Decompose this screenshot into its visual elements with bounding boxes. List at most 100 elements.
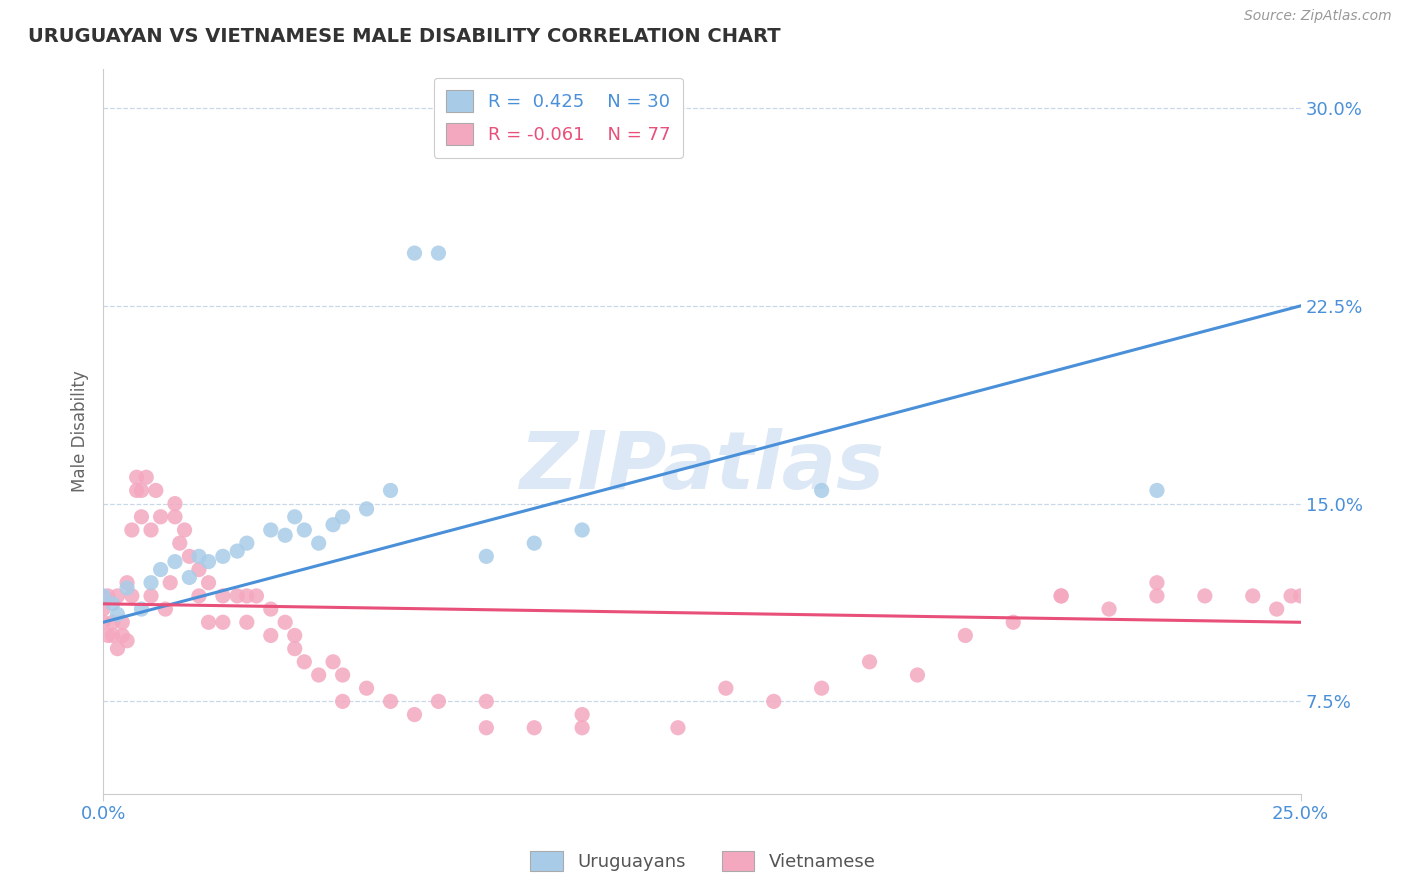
Point [187, 562, 209, 576]
Point [173, 523, 195, 537]
Point [523, 721, 546, 735]
Point [284, 628, 307, 642]
Legend: Uruguayans, Vietnamese: Uruguayans, Vietnamese [523, 844, 883, 879]
Point [115, 575, 138, 590]
Point [131, 602, 153, 616]
Point [139, 523, 162, 537]
Point [187, 549, 209, 564]
Point [212, 615, 235, 630]
Point [197, 555, 219, 569]
Point [1050, 589, 1073, 603]
Point [159, 575, 181, 590]
Point [274, 615, 297, 630]
Point [187, 589, 209, 603]
Point [810, 483, 832, 498]
Point [179, 549, 201, 564]
Point [149, 562, 172, 576]
Point [97, 628, 120, 642]
Point [111, 628, 134, 642]
Point [197, 575, 219, 590]
Y-axis label: Male Disability: Male Disability [72, 370, 89, 492]
Point [107, 589, 129, 603]
Point [714, 681, 737, 696]
Point [197, 615, 219, 630]
Point [155, 602, 177, 616]
Point [149, 509, 172, 524]
Point [356, 681, 378, 696]
Point [236, 615, 259, 630]
Point [121, 589, 143, 603]
Point [1265, 602, 1288, 616]
Point [427, 246, 450, 260]
Point [163, 555, 186, 569]
Point [226, 544, 249, 558]
Point [810, 681, 832, 696]
Point [1098, 602, 1121, 616]
Point [666, 721, 689, 735]
Point [260, 523, 283, 537]
Point [332, 509, 354, 524]
Point [955, 628, 977, 642]
Point [284, 509, 307, 524]
Point [475, 549, 498, 564]
Point [245, 589, 267, 603]
Point [308, 536, 330, 550]
Point [1241, 589, 1264, 603]
Legend: R =  0.425    N = 30, R = -0.061    N = 77: R = 0.425 N = 30, R = -0.061 N = 77 [433, 78, 683, 158]
Point [115, 581, 138, 595]
Point [571, 707, 593, 722]
Point [111, 615, 134, 630]
Point [332, 694, 354, 708]
Point [523, 536, 546, 550]
Point [91, 589, 114, 603]
Point [107, 641, 129, 656]
Point [292, 523, 315, 537]
Point [125, 483, 148, 498]
Point [1146, 575, 1168, 590]
Point [145, 483, 167, 498]
Point [101, 628, 124, 642]
Point [236, 589, 259, 603]
Point [427, 694, 450, 708]
Point [571, 721, 593, 735]
Point [260, 628, 283, 642]
Point [131, 483, 153, 498]
Point [212, 589, 235, 603]
Point [260, 602, 283, 616]
Point [356, 502, 378, 516]
Point [163, 497, 186, 511]
Point [858, 655, 880, 669]
Point [131, 509, 153, 524]
Point [135, 470, 157, 484]
Point [125, 470, 148, 484]
Text: URUGUAYAN VS VIETNAMESE MALE DISABILITY CORRELATION CHART: URUGUAYAN VS VIETNAMESE MALE DISABILITY … [28, 27, 780, 45]
Point [762, 694, 785, 708]
Point [101, 615, 124, 630]
Point [475, 721, 498, 735]
Point [139, 575, 162, 590]
Point [322, 655, 344, 669]
Point [380, 694, 402, 708]
Point [97, 589, 120, 603]
Point [404, 246, 426, 260]
Point [1146, 589, 1168, 603]
Point [115, 633, 138, 648]
Point [308, 668, 330, 682]
Point [169, 536, 191, 550]
Text: ZIPatlas: ZIPatlas [519, 428, 884, 507]
Point [91, 615, 114, 630]
Point [1002, 615, 1025, 630]
Point [121, 523, 143, 537]
Point [226, 589, 249, 603]
Point [332, 668, 354, 682]
Point [107, 607, 129, 622]
Point [101, 597, 124, 611]
Text: Source: ZipAtlas.com: Source: ZipAtlas.com [1244, 9, 1392, 23]
Point [322, 517, 344, 532]
Point [1279, 589, 1302, 603]
Point [91, 602, 114, 616]
Point [236, 536, 259, 550]
Point [571, 523, 593, 537]
Point [179, 570, 201, 584]
Point [274, 528, 297, 542]
